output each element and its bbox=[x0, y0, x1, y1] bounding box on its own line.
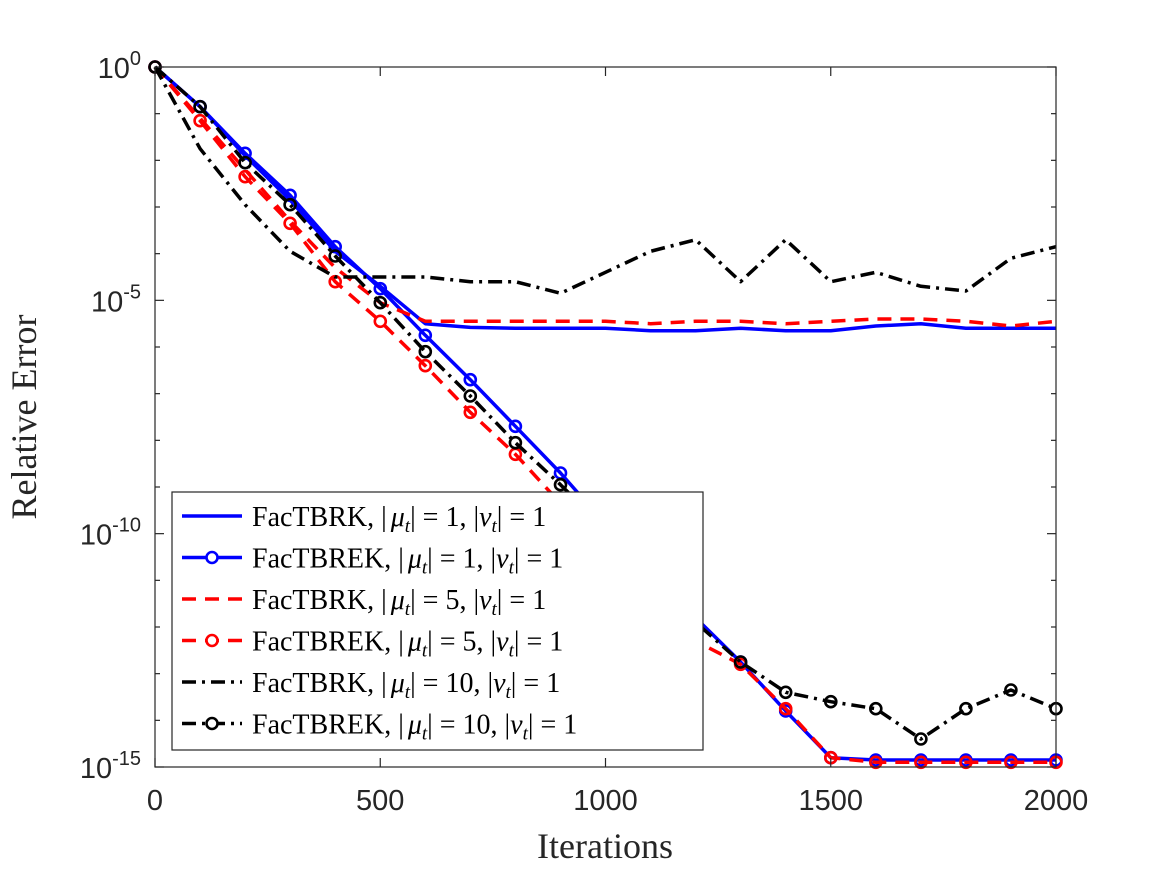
legend-label: FacTBRK, | μt| = 10, |νt| = 1 bbox=[252, 668, 560, 703]
series-2-point bbox=[418, 328, 433, 343]
tick-layer bbox=[154, 66, 1057, 768]
legend-label: FacTBRK, | μt| = 5, |νt| = 1 bbox=[252, 585, 546, 620]
series-3-line bbox=[153, 65, 1057, 328]
legend-label: FacTBRK, | μt| = 1, |νt| = 1 bbox=[252, 502, 546, 537]
series-6-point bbox=[868, 701, 883, 716]
series-6-point bbox=[193, 99, 207, 114]
series-6-point bbox=[553, 477, 568, 492]
series-6-point bbox=[283, 197, 297, 212]
y-tick-labels: 100 10-5 10-10 10-15 bbox=[80, 48, 141, 785]
x-tick-label: 1000 bbox=[573, 785, 638, 817]
x-tick-label: 2000 bbox=[1024, 785, 1089, 817]
series-4-point bbox=[959, 755, 973, 770]
y-tick-label: 10-5 bbox=[91, 281, 141, 318]
legend-label: FacTBREK, | μt| = 5, |νt| = 1 bbox=[252, 627, 563, 662]
series-4-point bbox=[1004, 755, 1018, 770]
x-tick-labels: 0 500 1000 1500 2000 bbox=[147, 785, 1088, 817]
x-tick-label: 500 bbox=[356, 785, 404, 817]
series-4-point bbox=[238, 169, 252, 184]
series-2-point bbox=[508, 419, 523, 434]
legend-item: FacTBREK, | μt| = 10, |νt| = 1 bbox=[182, 710, 577, 745]
series-4-point bbox=[373, 314, 388, 329]
series-6-point bbox=[328, 249, 343, 263]
series-6-point bbox=[238, 155, 252, 170]
legend: FacTBRK, | μt| = 1, |νt| = 1 FacTBREK, | μt… bbox=[171, 491, 704, 751]
series-6-point bbox=[373, 295, 388, 310]
series-6-point bbox=[778, 685, 793, 700]
legend-marker bbox=[205, 550, 219, 565]
legend-label: FacTBREK, | μt| = 10, |νt| = 1 bbox=[252, 710, 577, 745]
legend-item: FacTBRK, | μt| = 1, |νt| = 1 bbox=[182, 502, 546, 537]
legend-marker bbox=[205, 716, 219, 731]
legend-item: FacTBRK, | μt| = 10, |νt| = 1 bbox=[182, 668, 560, 703]
legend-marker bbox=[205, 633, 219, 648]
series-4-point bbox=[868, 755, 883, 770]
series-4-point bbox=[418, 358, 433, 373]
x-axis-label: Iterations bbox=[537, 826, 673, 866]
y-tick-label: 10-15 bbox=[80, 748, 141, 785]
y-tick-label: 10-10 bbox=[80, 515, 141, 552]
series-4-point bbox=[193, 113, 207, 128]
series-6-point bbox=[1004, 683, 1018, 697]
series-5 bbox=[153, 66, 1057, 296]
series-1-line bbox=[153, 65, 1056, 333]
series-2-point bbox=[283, 188, 297, 203]
x-tick-label: 0 bbox=[147, 785, 163, 817]
x-tick-label: 1500 bbox=[798, 785, 863, 817]
legend-item: FacTBREK, | μt| = 5, |νt| = 1 bbox=[182, 627, 563, 662]
y-axis-label: Relative Error bbox=[4, 315, 44, 520]
series-6-point bbox=[508, 435, 523, 450]
series-6-point bbox=[959, 701, 973, 716]
series-4-point bbox=[463, 405, 478, 420]
series-2-point bbox=[373, 281, 388, 296]
series-6-point bbox=[823, 694, 838, 709]
series-6-point bbox=[463, 389, 478, 403]
series-4-line bbox=[153, 65, 1056, 765]
y-tick-label: 100 bbox=[98, 48, 141, 85]
legend-label: FacTBREK, | μt| = 1, |νt| = 1 bbox=[252, 544, 563, 579]
series-3 bbox=[153, 65, 1057, 328]
series-5-line bbox=[153, 66, 1057, 296]
legend-item: FacTBREK, | μt| = 1, |νt| = 1 bbox=[182, 544, 563, 579]
series-4-point bbox=[914, 755, 928, 770]
series-4-point bbox=[283, 216, 297, 231]
legend-item: FacTBRK, | μt| = 5, |νt| = 1 bbox=[182, 585, 546, 620]
series-4-point bbox=[778, 701, 793, 716]
series-1 bbox=[153, 65, 1056, 333]
series-2-point bbox=[328, 239, 343, 254]
series-6-point bbox=[418, 344, 433, 359]
series-6-point bbox=[733, 655, 748, 669]
series-2-point bbox=[463, 372, 478, 387]
series-6-point bbox=[914, 732, 928, 746]
legend-box bbox=[171, 491, 704, 751]
